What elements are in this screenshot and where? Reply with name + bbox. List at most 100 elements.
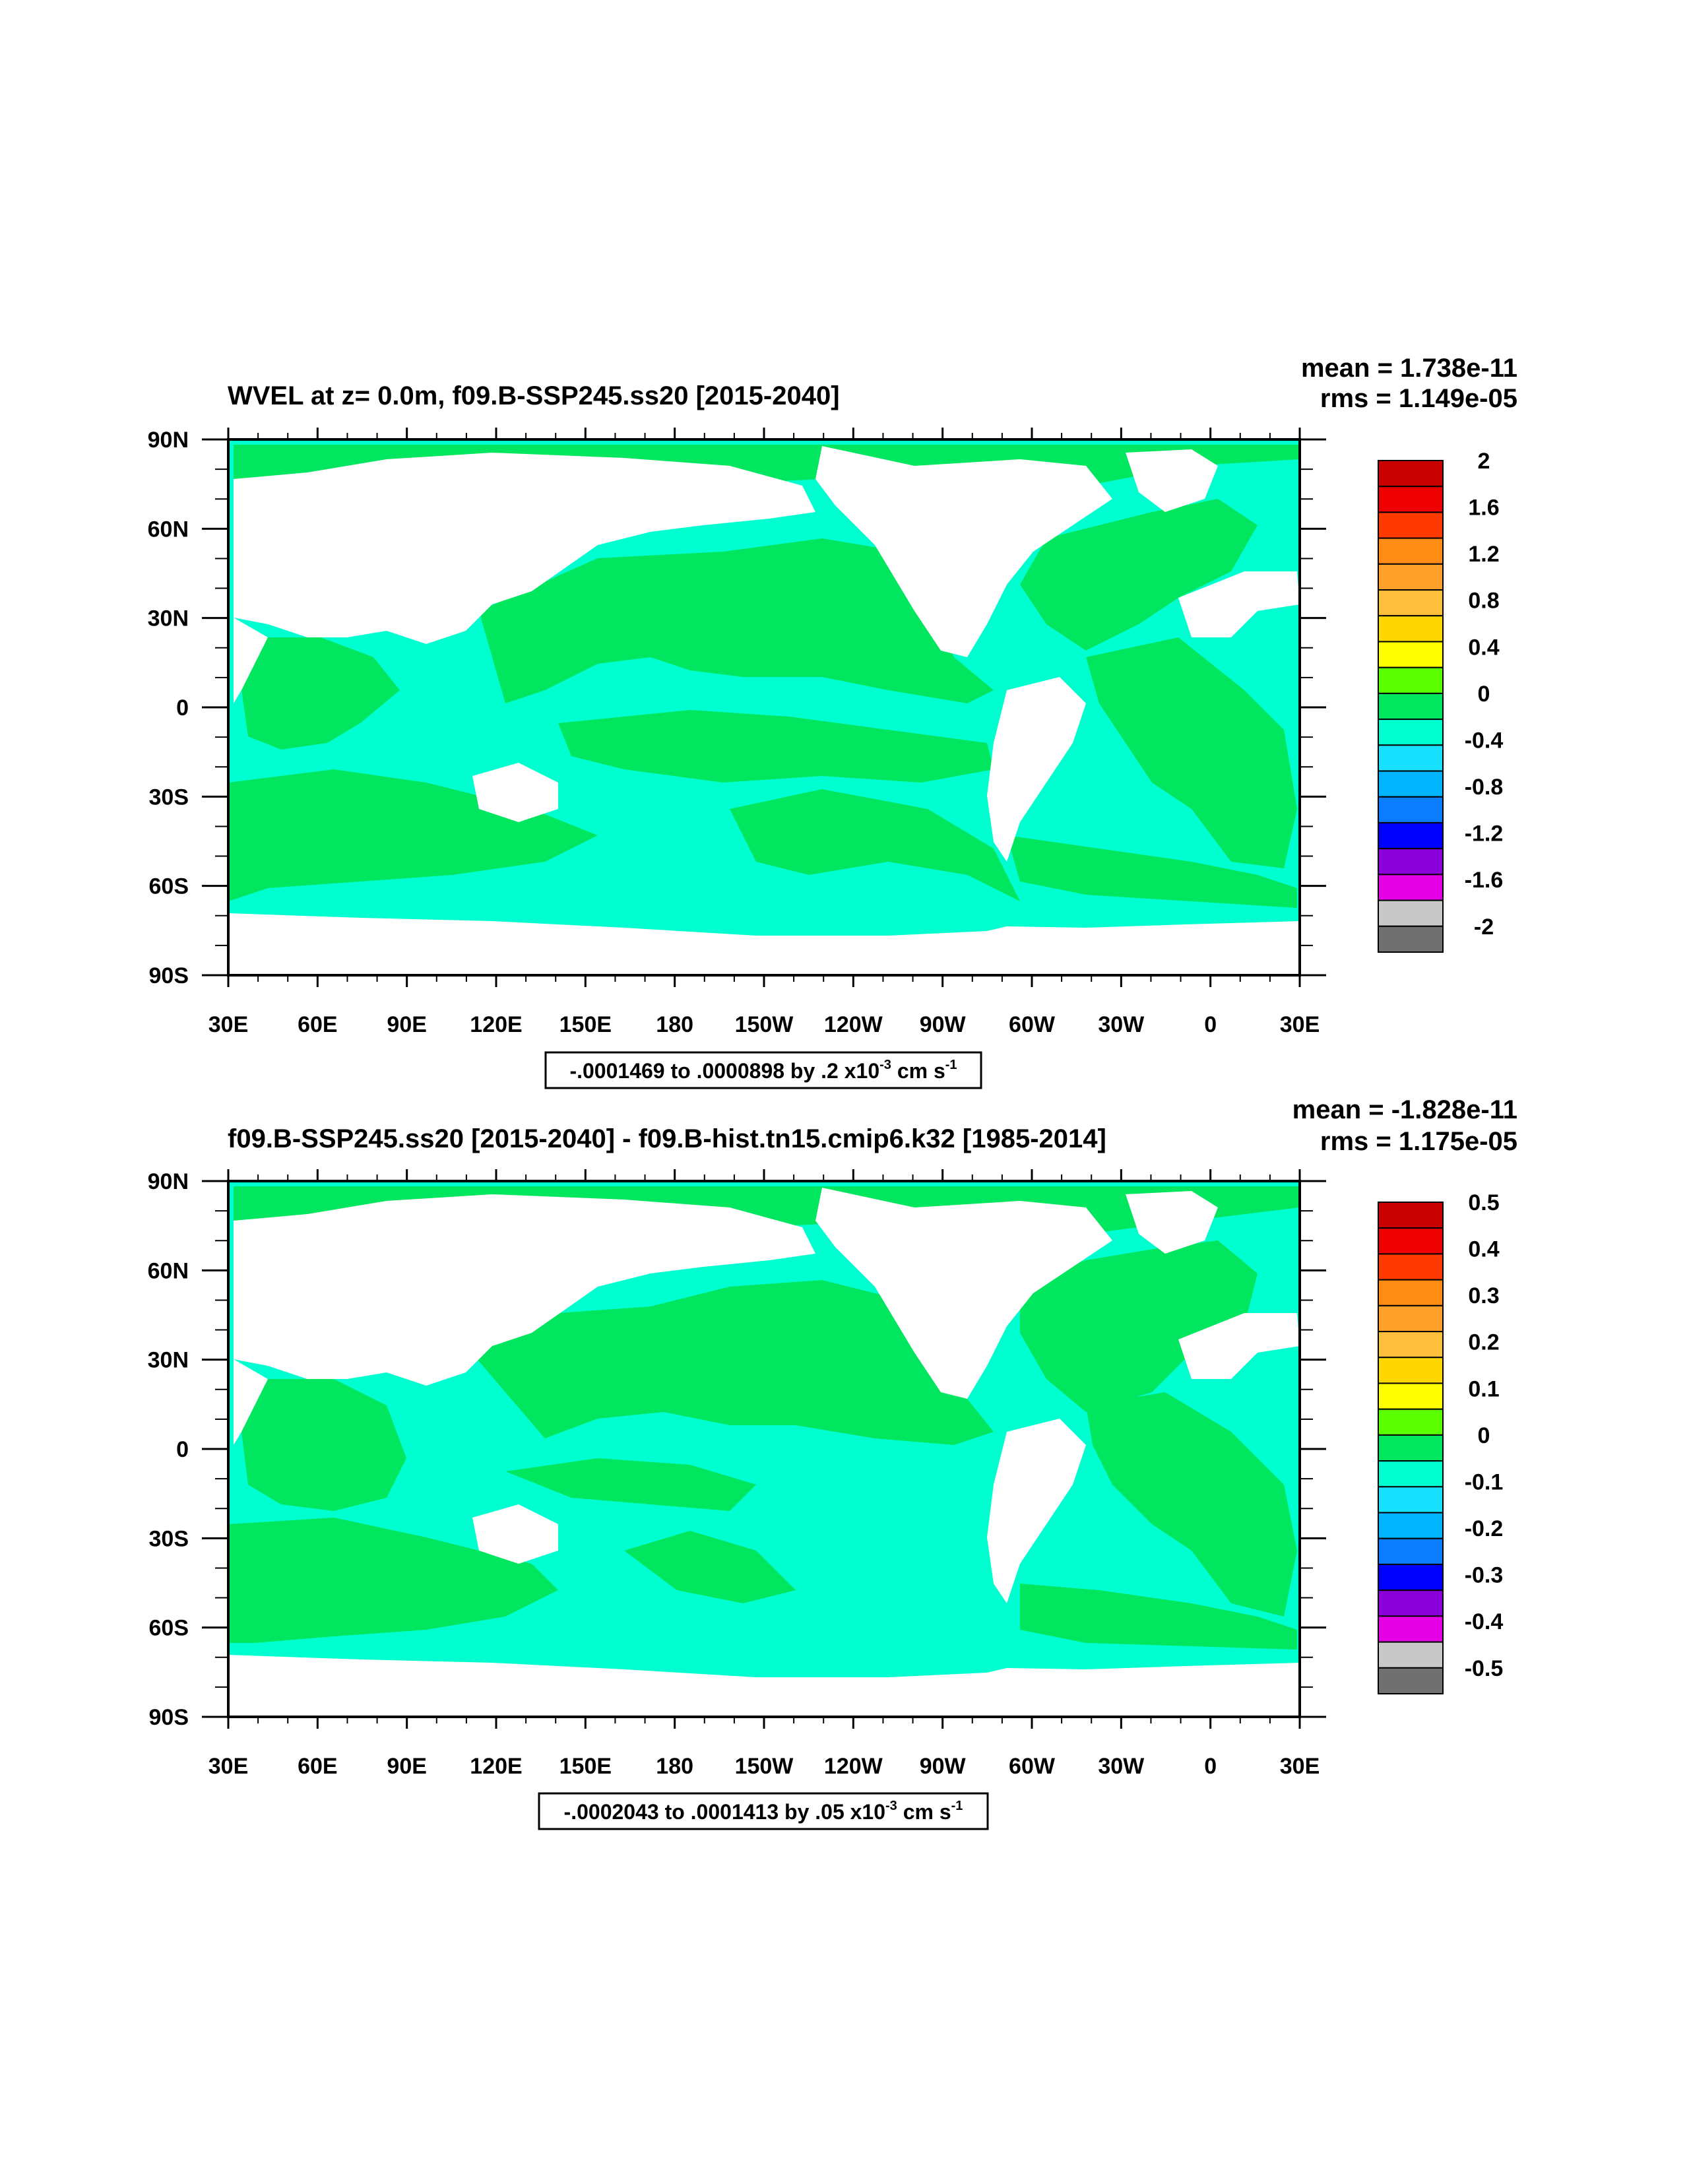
- colorbar-label: -0.4: [1465, 728, 1504, 753]
- range-box: [538, 1792, 989, 1830]
- south-pacific-mid: [624, 1531, 796, 1603]
- landmass-africa: [234, 1359, 268, 1445]
- range-label: -.0002043 to .0001413 by .05 x10-3 cm s-…: [564, 1799, 963, 1824]
- y-tick-label: 0: [176, 1437, 189, 1462]
- map-panel: [228, 1181, 1300, 1717]
- colorbar-swatch: [1378, 1279, 1444, 1306]
- panel-2: f09.B-SSP245.ss20 [2015-2040] - f09.B-hi…: [148, 1095, 1517, 1830]
- landmass-australia: [472, 763, 558, 822]
- land-mask: [228, 446, 1300, 975]
- colorbar-label: 0: [1478, 1423, 1490, 1448]
- landmass-antarctica: [228, 913, 1300, 975]
- land-mask: [228, 1188, 1300, 1717]
- colorbar-swatch: [1378, 821, 1444, 850]
- colorbar-swatch: [1378, 1641, 1444, 1669]
- colorbar-swatch: [1378, 1486, 1444, 1514]
- landmass-antarctica: [228, 1655, 1300, 1717]
- colorbar-swatch: [1378, 770, 1444, 798]
- colorbar-swatch: [1378, 925, 1444, 953]
- colorbar-label: -1.6: [1465, 868, 1504, 893]
- equatorial-west-pacific: [505, 1458, 756, 1511]
- x-tick-label: 90E: [387, 1012, 427, 1037]
- colorbar-label: 0.4: [1468, 1237, 1499, 1262]
- colorbar-swatch: [1378, 1253, 1444, 1281]
- colorbar-swatch: [1378, 1331, 1444, 1359]
- colorbar-swatch: [1378, 1382, 1444, 1410]
- y-tick-label: 30S: [149, 1526, 189, 1551]
- colorbar-label: -0.1: [1465, 1469, 1504, 1494]
- x-tick-label: 150E: [559, 1012, 612, 1037]
- colorbar-swatch: [1378, 589, 1444, 617]
- colorbar-label: -1.2: [1465, 821, 1504, 847]
- x-tick-label: 30W: [1098, 1012, 1145, 1037]
- colorbar-swatch: [1378, 874, 1444, 901]
- y-axis: 90N 60N 30N 0 30S 60S 90S: [148, 428, 1326, 988]
- x-tick-label: 120E: [470, 1012, 522, 1037]
- landmass-south-america: [987, 1419, 1086, 1603]
- colorbar: 2 1.6 1.2 0.8 0.4 0 -0.4 -0.8 -1.2 -1.6 -2: [1378, 449, 1504, 953]
- x-tick-label: 0: [1204, 1012, 1217, 1037]
- x-tick-label: 180: [656, 1754, 693, 1779]
- x-tick-label: 90W: [920, 1754, 967, 1779]
- y-tick-label: 60S: [149, 1616, 189, 1641]
- x-tick-label: 120W: [824, 1754, 883, 1779]
- landmass-south-america: [987, 677, 1086, 862]
- x-tick-label: 30E: [208, 1012, 249, 1037]
- x-tick-label: 150E: [559, 1754, 612, 1779]
- colorbar-label: 0.5: [1468, 1190, 1499, 1215]
- x-tick-label: 30E: [208, 1754, 249, 1779]
- y-tick-label: 60N: [148, 517, 189, 542]
- landmass-europe-africa: [1178, 1313, 1300, 1379]
- mean-label: mean = -1.828e-11: [1292, 1095, 1517, 1124]
- colorbar-swatch: [1378, 1537, 1444, 1565]
- rms-label: rms = 1.175e-05: [1320, 1127, 1517, 1156]
- tropical-atlantic: [1086, 637, 1297, 868]
- colorbar-swatch: [1378, 719, 1444, 746]
- north-pacific-band: [479, 538, 994, 703]
- equatorial-pacific: [558, 710, 994, 783]
- colorbar-swatch: [1378, 1304, 1444, 1333]
- colorbar-label: -0.5: [1465, 1656, 1504, 1681]
- colorbar-swatch: [1378, 1460, 1444, 1488]
- y-tick-label: 90N: [148, 428, 189, 453]
- colorbar-swatch: [1378, 666, 1444, 694]
- landmass-australia: [472, 1504, 558, 1564]
- colorbar-label: 0: [1478, 682, 1490, 707]
- landmass-greenland: [1126, 449, 1218, 512]
- panel-1: WVEL at z= 0.0m, f09.B-SSP245.ss20 [2015…: [148, 354, 1517, 1089]
- tropical-atlantic: [1086, 1392, 1297, 1617]
- panel-title: f09.B-SSP245.ss20 [2015-2040] - f09.B-hi…: [228, 1124, 1106, 1153]
- colorbar-swatch: [1378, 1227, 1444, 1255]
- colorbar-swatch: [1378, 641, 1444, 668]
- landmass-europe-africa: [1178, 571, 1300, 637]
- landmass-north-america: [815, 446, 1112, 657]
- x-axis: 30E 60E 90E 120E 150E 180 150W 120W 90W 60W 30W 0 30…: [208, 428, 1320, 1037]
- colorbar-label: -0.2: [1465, 1516, 1504, 1541]
- x-tick-label: 150W: [735, 1012, 794, 1037]
- colorbar-swatch: [1378, 1408, 1444, 1436]
- colorbar-label: 0.2: [1468, 1330, 1499, 1355]
- colorbar-swatch: [1378, 899, 1444, 927]
- y-tick-label: 60S: [149, 874, 189, 899]
- landmass-eurasia: [234, 453, 815, 644]
- colorbar-swatch: [1378, 537, 1444, 565]
- rms-label: rms = 1.149e-05: [1320, 384, 1517, 413]
- x-tick-label: 60E: [298, 1754, 338, 1779]
- colorbar-label: 1.2: [1468, 542, 1499, 567]
- south-pacific-mid: [730, 789, 1020, 901]
- colorbar-label: 0.1: [1468, 1376, 1499, 1401]
- landmass-eurasia: [234, 1194, 815, 1386]
- mean-label: mean = 1.738e-11: [1301, 354, 1517, 383]
- x-tick-label: 30E: [1280, 1012, 1320, 1037]
- southern-ocean-west: [228, 1518, 558, 1643]
- colorbar-swatch: [1378, 796, 1444, 823]
- y-tick-label: 90S: [149, 963, 189, 988]
- x-axis: 30E 60E 90E 120E 150E 180 150W 120W 90W 60W 30W 0 30…: [208, 1169, 1320, 1779]
- colorbar-swatch: [1378, 615, 1444, 643]
- southern-ocean-east: [1020, 1584, 1297, 1650]
- colorbar-swatch: [1378, 744, 1444, 772]
- colorbar-swatch: [1378, 460, 1444, 488]
- range-label: -.0001469 to .0000898 by .2 x10-3 cm s-1: [569, 1058, 957, 1083]
- colorbar-swatch: [1378, 692, 1444, 721]
